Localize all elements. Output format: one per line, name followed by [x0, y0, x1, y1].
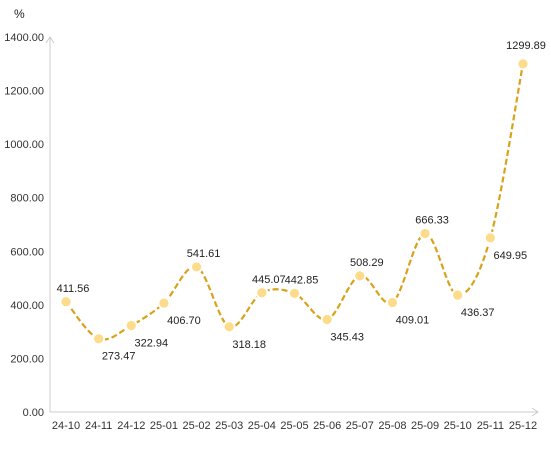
y-tick-label: 1400.00: [4, 32, 44, 44]
data-point: [255, 286, 269, 300]
y-tick-label: 1200.00: [4, 86, 44, 98]
x-tick-label: 25-04: [248, 420, 276, 432]
data-label: 345.43: [330, 331, 364, 343]
data-label: 649.95: [494, 250, 528, 262]
y-tick-label: 600.00: [10, 246, 44, 258]
y-axis-unit-label: %: [14, 7, 25, 21]
x-tick-label: 25-01: [150, 420, 178, 432]
data-point: [386, 296, 399, 309]
x-tick-label: 25-03: [215, 420, 243, 432]
data-point: [483, 231, 497, 245]
data-point: [92, 332, 106, 346]
y-tick-label: 400.00: [10, 300, 44, 312]
data-label: 541.61: [187, 248, 221, 260]
data-label: 409.01: [396, 314, 430, 326]
data-point: [288, 286, 301, 300]
x-tick-label: 24-10: [52, 420, 80, 432]
x-axis-arrow: [531, 407, 539, 417]
x-tick-label: 25-09: [411, 420, 439, 432]
data-label: 1299.89: [506, 40, 546, 52]
data-label: 445.07: [252, 274, 286, 286]
data-point: [190, 260, 203, 274]
data-label: 273.47: [102, 351, 136, 363]
data-point: [124, 319, 138, 332]
data-label: 322.94: [134, 337, 168, 349]
x-tick-label: 25-10: [444, 420, 472, 432]
data-label: 508.29: [350, 257, 384, 269]
data-point: [222, 320, 236, 334]
data-point: [418, 227, 432, 240]
data-label: 318.18: [232, 339, 266, 351]
data-point: [516, 57, 530, 71]
x-tick-label: 24-11: [85, 420, 112, 432]
y-tick-label: 1000.00: [4, 139, 44, 151]
y-axis-arrow: [45, 36, 55, 44]
data-markers: [59, 57, 530, 346]
x-tick-label: 25-12: [509, 420, 537, 432]
data-label: 666.33: [415, 215, 449, 227]
x-tick-label: 25-06: [313, 420, 341, 432]
data-point: [157, 296, 171, 310]
x-tick-label: 25-08: [378, 420, 406, 432]
y-axis: 0.00 200.00 400.00 600.00 800.00 1000.00 1200.…: [4, 32, 55, 419]
x-tick-label: 24-12: [117, 420, 145, 432]
data-point: [451, 288, 465, 302]
x-tick-label: 25-11: [477, 420, 504, 432]
data-label: 411.56: [57, 283, 90, 295]
y-tick-label: 800.00: [10, 193, 44, 205]
data-label: 406.70: [167, 315, 201, 327]
y-tick-label: 200.00: [10, 353, 44, 365]
data-point: [59, 295, 73, 309]
data-point: [353, 269, 367, 283]
x-tick-label: 25-07: [346, 420, 374, 432]
data-point: [320, 313, 334, 326]
data-label: 442.85: [285, 274, 319, 286]
data-label: 436.37: [461, 307, 495, 319]
data-labels: 411.56 273.47 322.94 406.70 541.61 318.18 445.…: [57, 40, 546, 363]
x-axis: 24-10 24-11 24-12 25-01 25-02 25-03 25-04 25-05…: [50, 407, 539, 432]
x-tick-label: 25-02: [183, 420, 211, 432]
x-tick-label: 25-05: [280, 420, 308, 432]
y-tick-label: 0.00: [23, 407, 44, 419]
